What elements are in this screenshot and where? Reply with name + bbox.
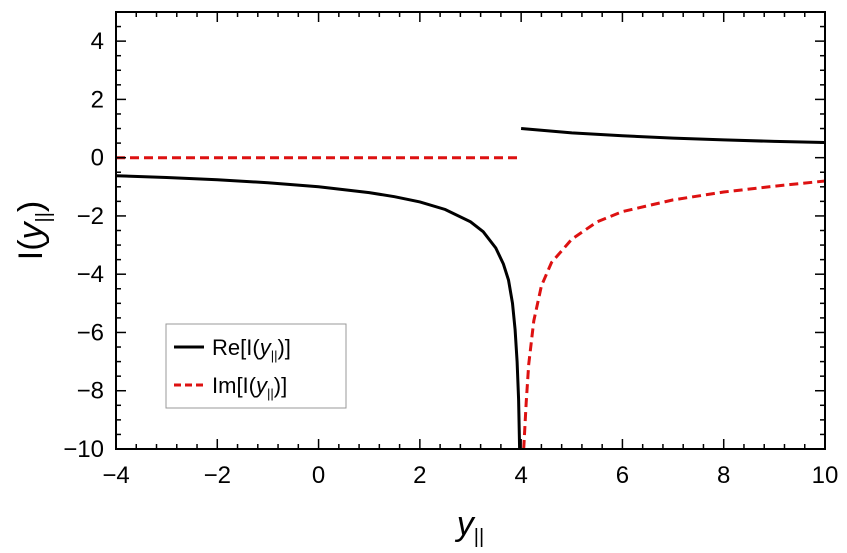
y-tick-label: −8 — [77, 378, 104, 405]
x-tick-label: −4 — [102, 462, 129, 489]
y-axis-label: I(y||) — [12, 201, 55, 261]
legend: Re[I(y||)] Im[I(y||)] — [165, 323, 347, 409]
x-tick-label: 10 — [812, 462, 839, 489]
x-tick-label: 0 — [312, 462, 325, 489]
x-tick-label: 4 — [514, 462, 527, 489]
y-tick-label: 2 — [91, 86, 104, 113]
x-axis-label: y|| — [455, 505, 484, 548]
x-tick-label: 8 — [717, 462, 730, 489]
x-tick-label: −2 — [204, 462, 231, 489]
y-tick-label: −6 — [77, 319, 104, 346]
x-tick-label: 2 — [413, 462, 426, 489]
y-tick-label: −2 — [77, 203, 104, 230]
series-0-segment-1 — [520, 127, 826, 144]
y-tick-label: −4 — [77, 261, 104, 288]
legend-entry-re: Re[I(y||)] — [212, 335, 291, 363]
series-0-segment-0 — [115, 174, 522, 450]
ticks: −4 −2 0 2 4 6 8 10 4 2 0 −2 −4 −6 −8 −10 — [63, 11, 839, 489]
series-1-segment-1 — [522, 179, 826, 450]
y-tick-label: 4 — [91, 28, 104, 55]
x-tick-label: 6 — [616, 462, 629, 489]
y-tick-label: −10 — [63, 436, 104, 463]
legend-entry-im: Im[I(y||)] — [212, 373, 287, 401]
plot-lines — [115, 127, 826, 450]
legend-box — [165, 323, 347, 409]
y-tick-label: 0 — [91, 145, 104, 172]
